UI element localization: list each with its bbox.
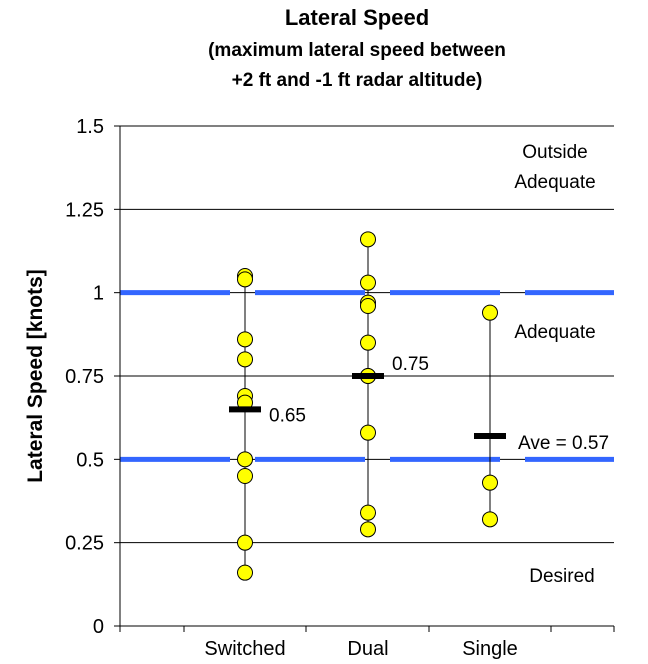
average-label: Ave = 0.57 — [518, 433, 609, 454]
data-point — [482, 511, 498, 528]
y-tick-label: 0.25 — [65, 533, 104, 555]
region-label: Desired — [529, 566, 594, 587]
data-point — [237, 331, 253, 348]
region-label: Adequate — [514, 322, 595, 343]
average-label: 0.65 — [269, 405, 306, 426]
average-label: 0.75 — [392, 354, 429, 375]
plot-area: 0 0.25 0.5 0.75 1 1.25 1.5 Switched Dual Single 0.… — [65, 116, 615, 660]
y-tick-label: 0.5 — [76, 449, 104, 471]
y-tick-label: 1.5 — [76, 116, 104, 138]
x-tick-label: Dual — [347, 638, 388, 660]
region-label: Outside — [522, 142, 587, 163]
data-point — [237, 271, 253, 288]
data-point — [360, 231, 376, 248]
data-point — [482, 474, 498, 491]
y-tick-label: 1 — [93, 283, 104, 305]
data-point — [237, 451, 253, 468]
data-point — [482, 304, 498, 321]
data-point — [360, 424, 376, 441]
data-point — [237, 564, 253, 581]
data-point — [360, 521, 376, 538]
data-point — [237, 468, 253, 484]
data-point — [360, 298, 376, 314]
data-point — [360, 334, 376, 351]
data-point — [237, 534, 253, 551]
region-label: Adequate — [514, 172, 595, 193]
y-tick-label: 0 — [93, 616, 104, 638]
chart-title: Lateral Speed — [285, 5, 429, 30]
y-tick-label: 0.75 — [65, 366, 104, 388]
chart-subtitle-line-1: (maximum lateral speed between — [208, 40, 506, 61]
data-point — [360, 274, 376, 291]
x-tick-label: Single — [462, 638, 518, 660]
data-point — [360, 504, 376, 521]
data-point — [237, 351, 253, 368]
y-axis-label: Lateral Speed [knots] — [24, 269, 47, 483]
chart-subtitle-line-2: +2 ft and -1 ft radar altitude) — [232, 70, 483, 91]
x-tick-label: Switched — [204, 638, 285, 660]
y-tick-label: 1.25 — [65, 199, 104, 221]
